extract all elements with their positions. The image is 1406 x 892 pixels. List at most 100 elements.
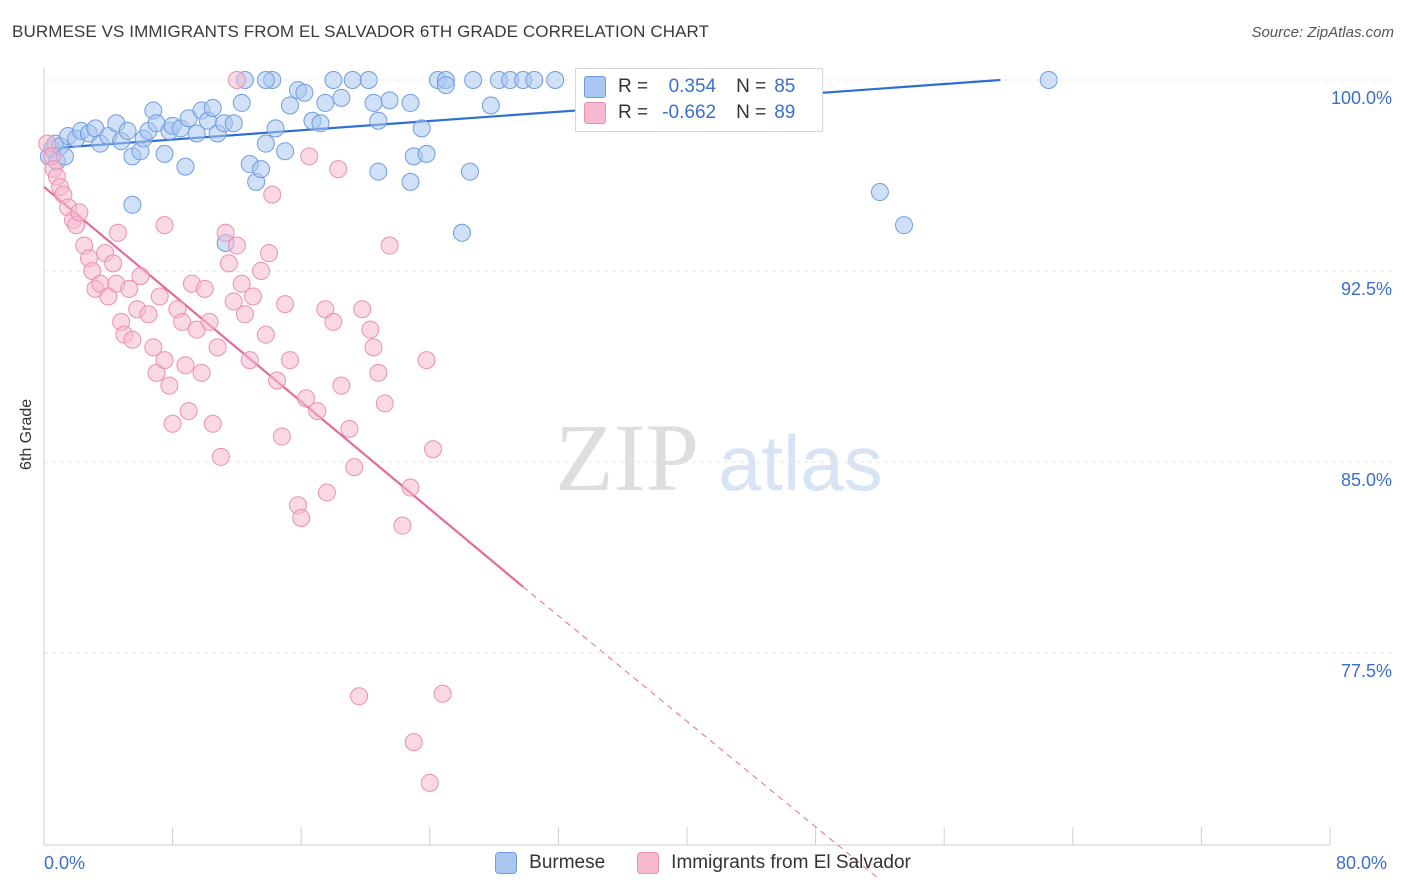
- el-salvador-point: [300, 147, 319, 166]
- watermark-atlas: atlas: [718, 419, 883, 507]
- el-salvador-trend-line: [43, 186, 524, 588]
- legend-r-value: -0.662: [662, 102, 717, 123]
- axes: [43, 68, 1331, 846]
- y-tick-label: 85.0%: [1341, 470, 1392, 490]
- el-salvador-point: [280, 351, 299, 370]
- burmese-point: [343, 71, 362, 89]
- legend-r-value: 0.354: [668, 76, 717, 97]
- el-salvador-point: [227, 236, 246, 255]
- burmese-point: [280, 96, 299, 115]
- series-legend-burmese: Burmese: [495, 852, 605, 874]
- el-salvador-point: [424, 440, 443, 459]
- el-salvador-point: [70, 203, 89, 222]
- el-salvador-point: [179, 402, 198, 421]
- el-salvador-point: [108, 223, 127, 242]
- el-salvador-point: [433, 684, 452, 703]
- el-salvador-point: [317, 483, 336, 502]
- el-salvador-point: [120, 279, 139, 298]
- el-salvador-point: [380, 236, 399, 255]
- el-salvador-point: [268, 371, 287, 390]
- burmese-point: [123, 195, 142, 214]
- el-salvador-points: [38, 71, 452, 792]
- chart-title: BURMESE VS IMMIGRANTS FROM EL SALVADOR 6…: [12, 22, 710, 41]
- burmese-point: [412, 119, 431, 138]
- burmese-point: [460, 162, 479, 181]
- el-salvador-point: [263, 185, 282, 204]
- burmese-point: [232, 93, 251, 112]
- el-salvador-point: [192, 363, 211, 382]
- el-salvador-point: [227, 71, 246, 89]
- el-salvador-point: [219, 254, 238, 273]
- el-salvador-point: [340, 419, 359, 438]
- y-tick-label: 77.5%: [1341, 661, 1392, 681]
- y-tick-label: 100.0%: [1331, 88, 1392, 108]
- el-salvador-point: [364, 338, 383, 357]
- el-salvador-point: [353, 300, 372, 319]
- el-salvador-point: [272, 427, 291, 446]
- el-salvador-point: [329, 160, 348, 179]
- burmese-point: [324, 71, 343, 89]
- burmese-point: [203, 99, 222, 118]
- el-salvador-point: [173, 312, 192, 331]
- series-label-el-salvador: Immigrants from El Salvador: [671, 852, 911, 873]
- el-salvador-point: [297, 389, 316, 408]
- burmese-point: [525, 71, 544, 89]
- legend-n-value: 85: [774, 76, 796, 97]
- series-label-burmese: Burmese: [529, 852, 606, 873]
- el-salvador-trend-extension: [522, 586, 881, 881]
- series-swatch-el-salvador: [637, 852, 660, 874]
- burmese-point: [316, 93, 335, 112]
- burmese-point: [266, 119, 285, 138]
- burmese-point: [187, 124, 206, 143]
- y-tick-labels: 100.0% 92.5% 85.0% 77.5%: [1331, 88, 1392, 681]
- burmese-point: [176, 157, 195, 176]
- series-swatch-burmese: [495, 852, 518, 874]
- burmese-point: [481, 96, 500, 115]
- burmese-point: [256, 71, 275, 89]
- burmese-point: [546, 71, 565, 89]
- el-salvador-point: [176, 356, 195, 375]
- el-salvador-point: [163, 414, 182, 433]
- burmese-point: [1039, 71, 1058, 89]
- el-salvador-point: [369, 363, 388, 382]
- burmese-point: [276, 142, 295, 161]
- el-salvador-point: [131, 267, 150, 286]
- el-salvador-point: [104, 254, 123, 273]
- el-salvador-point: [139, 305, 158, 324]
- el-salvador-point: [243, 287, 262, 306]
- legend-swatch-burmese: [584, 76, 606, 98]
- burmese-point: [118, 121, 137, 140]
- el-salvador-point: [147, 363, 166, 382]
- watermark-zip: ZIP: [555, 404, 699, 511]
- legend-swatch-el-salvador: [584, 102, 606, 124]
- x-tick-label-min: 0.0%: [44, 853, 86, 873]
- el-salvador-point: [420, 773, 439, 792]
- el-salvador-point: [324, 312, 343, 331]
- el-salvador-point: [316, 300, 335, 319]
- watermark: ZIP atlas: [555, 404, 883, 511]
- y-tick-label: 92.5%: [1341, 279, 1392, 299]
- burmese-point: [464, 71, 483, 89]
- series-legend-el-salvador: Immigrants from El Salvador: [637, 852, 911, 874]
- series-legend: Burmese Immigrants from El Salvador: [0, 852, 1406, 874]
- el-salvador-point: [252, 262, 271, 280]
- el-salvador-point: [375, 394, 394, 413]
- burmese-points: [39, 71, 1058, 252]
- el-salvador-point: [208, 338, 227, 357]
- el-salvador-point: [404, 733, 423, 752]
- correlation-legend: R = 0.354 N = 85 R = -0.662 N = 89: [575, 68, 823, 132]
- legend-row-el-salvador: R = -0.662 N = 89: [584, 101, 795, 125]
- burmese-point: [332, 88, 351, 107]
- burmese-point: [436, 76, 455, 95]
- el-salvador-point: [99, 287, 118, 306]
- burmese-point: [256, 134, 275, 153]
- el-salvador-point: [232, 274, 251, 293]
- el-salvador-point: [417, 351, 436, 370]
- burmese-point: [452, 223, 471, 242]
- burmese-point: [364, 93, 383, 112]
- el-salvador-point: [224, 292, 243, 311]
- burmese-point: [417, 144, 436, 163]
- el-salvador-point: [155, 216, 174, 235]
- el-salvador-point: [240, 351, 259, 370]
